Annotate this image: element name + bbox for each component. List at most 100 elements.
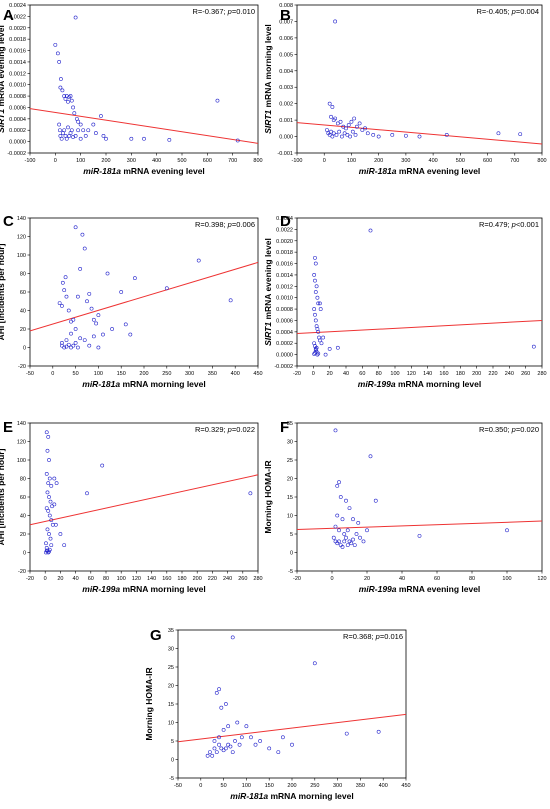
x-tick-label: 80 bbox=[103, 576, 109, 582]
y-tick-label: 60 bbox=[20, 290, 26, 296]
data-point bbox=[276, 750, 281, 755]
data-point bbox=[54, 481, 59, 486]
x-tick-label: 260 bbox=[521, 371, 530, 377]
data-point bbox=[62, 128, 67, 133]
data-point bbox=[344, 731, 349, 736]
x-tick-label: 800 bbox=[253, 158, 262, 164]
y-tick-label: 0.0020 bbox=[9, 26, 26, 32]
data-point bbox=[226, 724, 231, 729]
data-point bbox=[47, 532, 51, 536]
data-point bbox=[330, 134, 335, 139]
data-point bbox=[329, 114, 333, 119]
data-point bbox=[96, 313, 101, 318]
p-value: =0.010 bbox=[232, 7, 255, 16]
data-point bbox=[235, 138, 240, 143]
data-point bbox=[330, 105, 335, 109]
y-tick-label: 80 bbox=[20, 272, 26, 278]
data-point bbox=[312, 273, 317, 277]
x-tick-label: 120 bbox=[407, 371, 416, 377]
data-point bbox=[349, 541, 354, 546]
data-point bbox=[335, 345, 340, 350]
data-point bbox=[221, 728, 226, 732]
y-tick-label: 0 bbox=[23, 346, 26, 352]
data-point bbox=[335, 121, 340, 126]
data-point bbox=[101, 332, 105, 337]
p-value: =0.020 bbox=[516, 425, 539, 434]
x-axis-title-italic: miR-181a bbox=[359, 166, 397, 176]
data-point bbox=[219, 705, 224, 710]
y-tick-label: 0.0014 bbox=[9, 60, 26, 66]
data-point bbox=[312, 661, 317, 666]
y-tick-label: 0.000 bbox=[279, 135, 293, 141]
x-tick-label: 100 bbox=[502, 576, 511, 582]
panel-letter: G bbox=[150, 627, 162, 644]
x-tick-label: 0 bbox=[330, 576, 333, 582]
data-point bbox=[313, 348, 318, 352]
data-point bbox=[337, 539, 341, 544]
correlation-r: R=0.329; bbox=[195, 425, 228, 434]
data-point bbox=[338, 495, 343, 499]
panel-g: G-50 0 50 100 150 200 250 300 350 400 450-50510152… bbox=[144, 627, 411, 801]
data-point bbox=[71, 317, 76, 322]
data-point bbox=[104, 136, 108, 141]
panel-f: F -20 0 20 40 60 80 100 120 -5 0 5 10 15 20 25 30 35 R=0.3… bbox=[263, 419, 547, 594]
y-tick-label: 30 bbox=[287, 440, 293, 446]
data-point bbox=[317, 338, 322, 343]
data-point bbox=[60, 280, 65, 285]
x-tick-label: 200 bbox=[374, 158, 383, 164]
data-point bbox=[230, 750, 235, 755]
data-point bbox=[53, 522, 58, 527]
y-tick-label: 0.0008 bbox=[276, 307, 293, 313]
data-point bbox=[205, 753, 210, 758]
data-point bbox=[334, 133, 339, 137]
data-point bbox=[365, 131, 370, 136]
data-point bbox=[340, 134, 344, 139]
y-tick-label: -0.0002 bbox=[274, 364, 293, 370]
y-tick-label: 0.0008 bbox=[9, 94, 26, 100]
x-axis-title-text: mRNA morning level bbox=[120, 584, 206, 594]
data-point bbox=[354, 124, 359, 129]
data-point bbox=[228, 744, 233, 749]
data-point bbox=[66, 99, 70, 104]
data-point bbox=[44, 471, 49, 476]
data-point bbox=[214, 691, 219, 695]
y-tick-label: 25 bbox=[168, 665, 174, 671]
data-point bbox=[99, 114, 103, 118]
data-point bbox=[345, 528, 350, 533]
data-point bbox=[313, 318, 318, 323]
data-point bbox=[376, 729, 381, 734]
x-tick-label: -50 bbox=[174, 783, 182, 789]
x-axis-title: miR-181a mRNA evening level bbox=[359, 166, 481, 176]
data-point bbox=[82, 338, 87, 343]
data-point bbox=[57, 122, 62, 127]
data-point bbox=[357, 121, 362, 126]
x-tick-label: 400 bbox=[379, 783, 388, 789]
y-tick-label: 20 bbox=[287, 477, 293, 483]
data-point bbox=[80, 232, 85, 237]
data-point bbox=[215, 98, 220, 103]
x-axis-title-text: mRNA evening level bbox=[397, 584, 481, 594]
y-tick-label: 10 bbox=[168, 721, 174, 727]
data-point bbox=[46, 481, 51, 486]
data-point bbox=[348, 134, 352, 139]
x-tick-label: 220 bbox=[488, 371, 497, 377]
data-point bbox=[47, 458, 51, 462]
x-tick-label: 500 bbox=[456, 158, 465, 164]
x-tick-label: 700 bbox=[510, 158, 519, 164]
data-point bbox=[66, 342, 71, 347]
data-point bbox=[354, 532, 359, 536]
y-tick-label: 20 bbox=[20, 532, 26, 538]
y-tick-label: 0 bbox=[23, 551, 26, 557]
y-tick-label: 0 bbox=[171, 758, 174, 764]
data-point bbox=[313, 261, 318, 266]
y-tick-label: 0.0006 bbox=[9, 105, 26, 111]
x-tick-label: 600 bbox=[483, 158, 492, 164]
x-tick-label: 150 bbox=[117, 371, 126, 377]
y-tick-label: 140 bbox=[17, 421, 26, 427]
data-point bbox=[349, 119, 354, 124]
data-point bbox=[350, 129, 355, 134]
x-tick-label: 200 bbox=[193, 576, 202, 582]
data-point bbox=[78, 266, 83, 271]
data-point bbox=[64, 338, 69, 343]
x-tick-label: 400 bbox=[152, 158, 161, 164]
